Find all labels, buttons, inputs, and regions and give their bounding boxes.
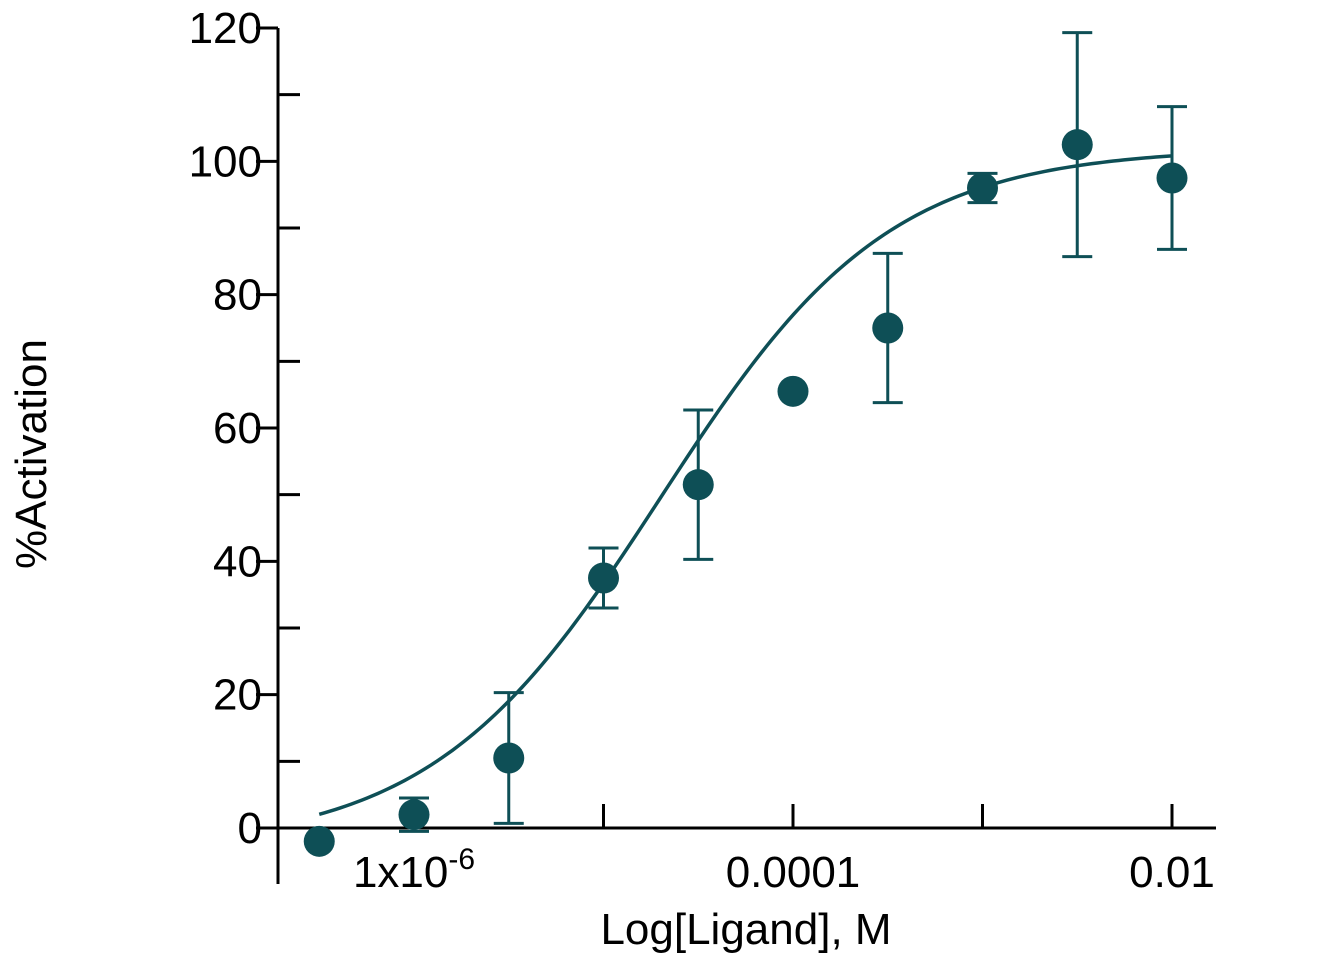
fit-curve xyxy=(318,154,1173,816)
y-tick-label: 60 xyxy=(213,404,262,453)
data-point xyxy=(1156,162,1188,194)
data-point xyxy=(303,825,335,857)
data-point xyxy=(588,562,619,594)
x-axis-title: Log[Ligand], M xyxy=(600,905,891,953)
x-tick-label-base: 0.01 xyxy=(1129,848,1215,897)
x-tick-label-base: 1x10 xyxy=(353,848,448,897)
data-point xyxy=(967,172,998,204)
data-point xyxy=(872,312,904,344)
x-tick-label: 1x10-6 xyxy=(353,843,475,897)
data-points xyxy=(303,31,1188,857)
x-tick-label: 0.0001 xyxy=(726,848,861,897)
data-point xyxy=(682,469,714,501)
axes xyxy=(276,28,1216,884)
fit-curve-group xyxy=(318,154,1173,816)
y-tick-label: 20 xyxy=(213,671,262,720)
y-ticks: 0 20 40 60 80 100 120 xyxy=(189,4,300,853)
y-axis-title: %Activation xyxy=(7,339,56,569)
data-point xyxy=(777,375,809,407)
x-tick-label: 0.01 xyxy=(1129,848,1215,897)
y-tick-label: 80 xyxy=(213,271,262,320)
x-ticks: 1x10-6 0.0001 0.01 xyxy=(353,804,1215,897)
y-tick-label: 0 xyxy=(238,804,262,853)
y-tick-label: 120 xyxy=(189,4,262,53)
y-tick-label: 40 xyxy=(213,537,262,586)
y-tick-label: 100 xyxy=(189,137,262,186)
data-point xyxy=(398,799,430,831)
data-point xyxy=(1061,129,1093,161)
data-point xyxy=(493,742,525,774)
x-tick-label-exponent: -6 xyxy=(448,843,475,876)
x-tick-label-base: 0.0001 xyxy=(726,848,861,897)
